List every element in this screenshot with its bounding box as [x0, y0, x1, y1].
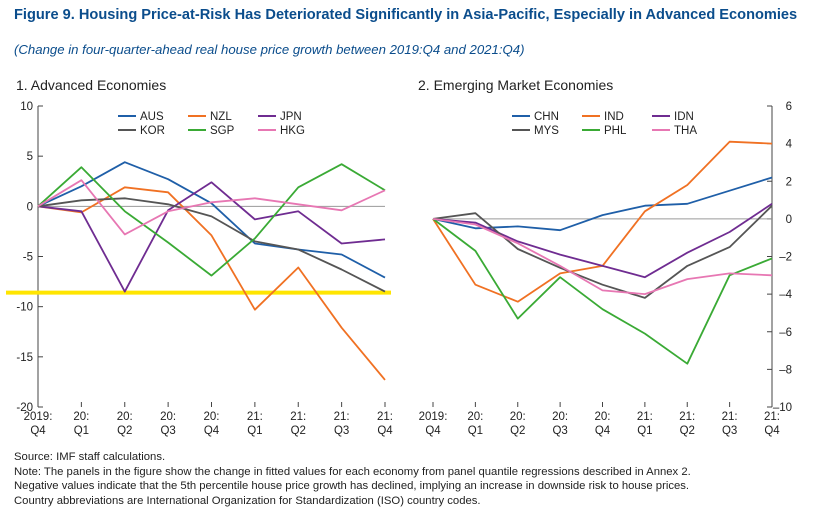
x-tick-label-year: 21: [637, 411, 653, 423]
x-tick-label-year: 21: [334, 411, 350, 423]
series-line-aus [37, 161, 386, 279]
legend-label-nzl: NZL [210, 111, 232, 123]
y-tick-label: 6 [786, 101, 792, 113]
x-tick-label-year: 21: [247, 411, 263, 423]
y-tick-label: 0 [27, 201, 33, 213]
x-tick-label-quarter: Q4 [425, 425, 441, 437]
x-tick-label-quarter: Q1 [74, 425, 89, 437]
chart-emerging-economies: 6 4 2 0 –2 –4 –6 –8 –10 2019: Q4 20: Q1 20: Q2 20: Q3 20:… [419, 101, 793, 437]
x-tick-label-year: 20: [467, 411, 483, 423]
y-tick-label: -10 [16, 302, 33, 314]
series-line-hkg [37, 179, 386, 236]
x-tick-label-year: 2019: [419, 411, 448, 423]
x-tick-label-quarter: Q3 [160, 425, 175, 437]
notes-source: Source: IMF staff calculations. [14, 451, 166, 463]
legend-label-chn: CHN [534, 111, 559, 123]
y-tick-label: 2 [786, 176, 792, 188]
x-tick-label-year: 20: [204, 411, 220, 423]
legend-label-sgp: SGP [210, 125, 235, 137]
legend-label-mys: MYS [534, 125, 559, 137]
x-tick-label-quarter: Q2 [510, 425, 525, 437]
series-line-phl [432, 218, 773, 365]
x-tick-label-year: 20: [510, 411, 526, 423]
y-tick-label: –8 [779, 364, 792, 376]
y-tick-label: 5 [27, 151, 33, 163]
panel-1-title: 1. Advanced Economies [16, 77, 167, 93]
series-line-sgp [37, 163, 386, 277]
x-tick-label-quarter: Q1 [247, 425, 262, 437]
x-tick-label-year: 20: [117, 411, 133, 423]
series-line-jpn [37, 181, 386, 293]
x-tick-label-quarter: Q4 [764, 425, 780, 437]
legend-label-jpn: JPN [280, 111, 302, 123]
x-tick-label-quarter: Q2 [680, 425, 695, 437]
figure-subtitle: (Change in four-quarter-ahead real house… [14, 42, 525, 57]
x-tick-label-quarter: Q3 [552, 425, 567, 437]
y-tick-label: -5 [23, 252, 33, 264]
series-line-ind [432, 140, 773, 303]
x-tick-label-year: 20: [160, 411, 176, 423]
y-tick-label: 0 [786, 214, 792, 226]
y-tick-label: 10 [20, 101, 33, 113]
y-tick-label: –6 [779, 327, 792, 339]
x-tick-label-quarter: Q4 [30, 425, 46, 437]
x-tick-label-year: 21: [679, 411, 695, 423]
figure-notes: Source: IMF staff calculations. Note: Th… [14, 450, 809, 508]
x-tick-label-quarter: Q1 [468, 425, 483, 437]
legend-label-aus: AUS [140, 111, 164, 123]
x-tick-label-quarter: Q3 [722, 425, 737, 437]
x-tick-label-year: 20: [552, 411, 568, 423]
y-tick-label: –4 [779, 289, 792, 301]
series-line-chn [432, 176, 773, 232]
x-tick-label-year: 2019: [24, 411, 53, 423]
x-tick-label-year: 20: [73, 411, 89, 423]
x-tick-label-quarter: Q4 [377, 425, 393, 437]
x-tick-label-year: 20: [595, 411, 611, 423]
legend-label-kor: KOR [140, 125, 165, 137]
x-tick-label-year: 21: [377, 411, 393, 423]
x-tick-label-quarter: Q2 [117, 425, 132, 437]
x-tick-label-quarter: Q3 [334, 425, 349, 437]
x-tick-label-year: 21: [722, 411, 738, 423]
legend-label-phl: PHL [604, 125, 627, 137]
figure-title: Figure 9. Housing Price-at-Risk Has Dete… [14, 7, 798, 23]
x-tick-label-year: 21: [290, 411, 306, 423]
x-tick-label-year: 21: [764, 411, 780, 423]
panel-2-title: 2. Emerging Market Economies [418, 77, 614, 93]
series-line-nzl [37, 186, 386, 381]
legend-label-ind: IND [604, 111, 624, 123]
legend-label-idn: IDN [674, 111, 694, 123]
notes-line-1: Note: The panels in the figure show the … [14, 465, 691, 478]
series-line-mys [432, 205, 773, 299]
y-tick-label: -15 [16, 352, 33, 364]
y-tick-label: –10 [773, 402, 792, 414]
series-line-idn [432, 203, 773, 279]
x-tick-label-quarter: Q2 [291, 425, 306, 437]
x-tick-label-quarter: Q1 [637, 425, 652, 437]
series-line-tha [432, 218, 773, 296]
x-tick-label-quarter: Q4 [204, 425, 220, 437]
x-tick-label-quarter: Q4 [595, 425, 611, 437]
y-tick-label: –2 [779, 252, 792, 264]
y-tick-label: -20 [16, 402, 33, 414]
legend-label-tha: THA [674, 125, 697, 137]
y-tick-label: 4 [786, 139, 793, 151]
notes-line-3: Country abbreviations are International … [14, 494, 481, 507]
notes-line-2: Negative values indicate that the 5th pe… [14, 480, 690, 493]
legend-label-hkg: HKG [280, 125, 305, 137]
